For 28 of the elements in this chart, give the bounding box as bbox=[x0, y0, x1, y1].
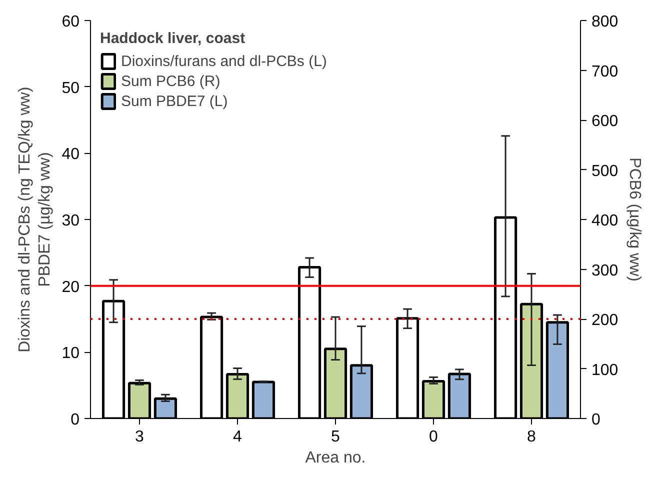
y2-axis-title: PCB6 (µg/kg ww) bbox=[626, 158, 644, 282]
y2-tick-label: 700 bbox=[592, 63, 618, 80]
y-tick-label: 40 bbox=[62, 146, 80, 164]
y2-tick-label: 100 bbox=[592, 362, 618, 379]
y-tick-label: 60 bbox=[62, 14, 80, 30]
y2-tick-label: 500 bbox=[592, 162, 618, 180]
y-axis-title: Dioxins and dl-PCBs (ng TEQ/kg ww) PBDE7 (µg/kg ww) bbox=[16, 86, 54, 352]
y-tick-label: 0 bbox=[70, 412, 80, 428]
y2-tick-label: 0 bbox=[592, 412, 600, 428]
y2-tick-label: 300 bbox=[592, 262, 618, 280]
x-tick-label: 4 bbox=[233, 428, 242, 446]
y2-tick-label: 800 bbox=[592, 14, 618, 30]
y-tick-label: 50 bbox=[62, 80, 80, 97]
x-axis-title: Area no. bbox=[305, 450, 366, 466]
y-tick-label: 30 bbox=[62, 212, 80, 230]
x-tick-label: 3 bbox=[135, 428, 144, 446]
legend-label: Sum PCB6 (R) bbox=[121, 72, 220, 90]
y-tick-label: 10 bbox=[62, 345, 80, 362]
legend-title: Haddock liver, coast bbox=[100, 30, 246, 47]
legend-label: Sum PBDE7 (L) bbox=[121, 92, 228, 110]
legend-label: Dioxins/furans and dl-PCBs (L) bbox=[121, 52, 327, 70]
y2-tick-label: 400 bbox=[592, 212, 618, 230]
x-tick-label: 8 bbox=[527, 428, 536, 446]
x-tick-label: 5 bbox=[331, 428, 340, 446]
y2-tick-label: 200 bbox=[592, 312, 618, 329]
y2-tick-label: 600 bbox=[592, 113, 618, 130]
y-tick-label: 20 bbox=[62, 278, 80, 296]
x-tick-label: 0 bbox=[429, 428, 438, 446]
